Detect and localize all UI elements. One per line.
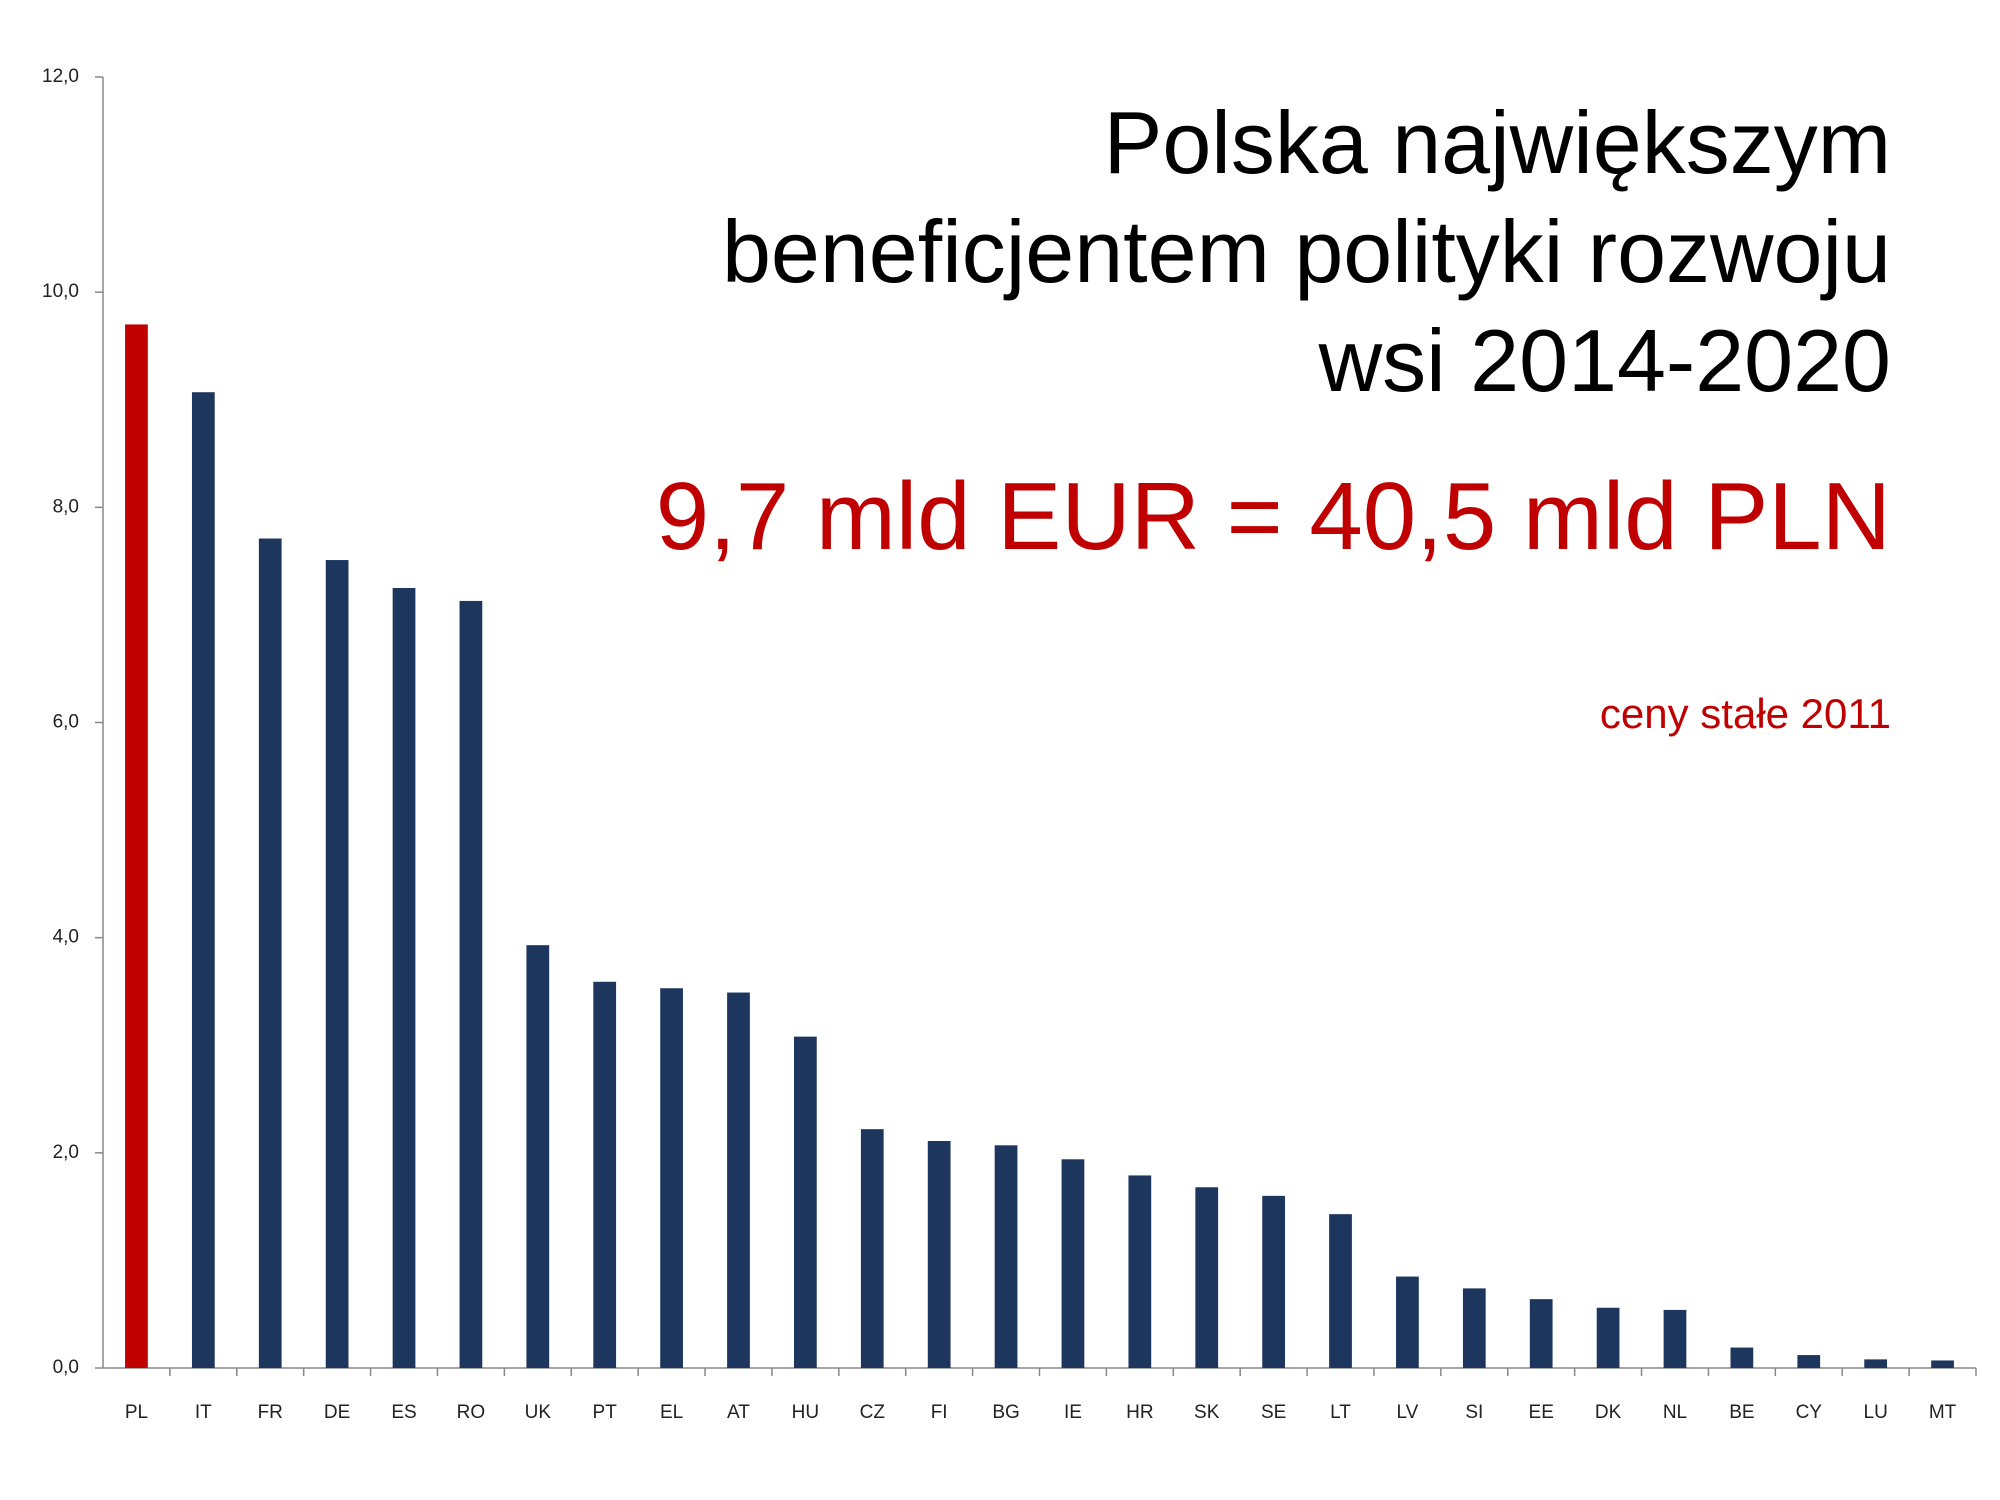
bar — [1864, 1359, 1888, 1368]
bar — [526, 945, 550, 1368]
x-tick-label: FR — [258, 1402, 283, 1423]
x-tick-label: IE — [1064, 1402, 1082, 1423]
x-tick-label: LU — [1864, 1402, 1888, 1423]
y-tick-label: 6,0 — [53, 712, 79, 733]
x-tick-label: NL — [1663, 1402, 1687, 1423]
bar — [1195, 1187, 1219, 1368]
bar — [1730, 1347, 1754, 1368]
chart-subtitle: 9,7 mld EUR = 40,5 mld PLN — [656, 463, 1891, 570]
x-tick-label: SE — [1261, 1402, 1286, 1423]
bar — [1529, 1299, 1553, 1368]
bar — [1797, 1355, 1821, 1368]
x-tick-label: DE — [324, 1402, 350, 1423]
y-tick-label: 8,0 — [53, 496, 79, 517]
x-tick-label: CY — [1796, 1402, 1823, 1423]
x-tick-label: SK — [1194, 1402, 1220, 1423]
x-tick-label: PL — [125, 1402, 148, 1423]
bar — [1329, 1214, 1352, 1368]
y-tick-label: 10,0 — [42, 281, 79, 302]
bar — [1663, 1309, 1687, 1368]
y-tick-label: 12,0 — [42, 66, 79, 87]
bar — [1931, 1360, 1954, 1368]
bar — [191, 392, 215, 1368]
x-tick-label: FI — [931, 1402, 948, 1423]
x-tick-label: CZ — [860, 1402, 886, 1423]
x-tick-label: EL — [660, 1402, 683, 1423]
bar — [593, 981, 617, 1368]
x-tick-label: SI — [1465, 1402, 1483, 1423]
bar — [1262, 1195, 1285, 1368]
chart-title-line: Polska największym — [1104, 93, 1891, 192]
y-tick-label: 0,0 — [53, 1357, 79, 1378]
bar — [1596, 1307, 1620, 1368]
bar — [1462, 1288, 1486, 1368]
bar — [860, 1129, 884, 1368]
chart-title-line: wsi 2014-2020 — [1318, 311, 1891, 410]
x-tick-label: AT — [727, 1402, 750, 1423]
x-tick-label: DK — [1595, 1402, 1622, 1423]
chart-title-line: beneficjentem polityki rozwoju — [722, 202, 1891, 301]
x-tick-label: LV — [1396, 1402, 1418, 1423]
x-tick-label: PT — [593, 1402, 618, 1423]
bar — [727, 992, 750, 1368]
x-tick-label: IT — [195, 1402, 212, 1423]
y-tick-label: 4,0 — [53, 927, 79, 948]
bar — [125, 324, 148, 1369]
bar — [927, 1140, 951, 1368]
x-tick-label: RO — [457, 1402, 486, 1423]
bar — [1396, 1276, 1419, 1368]
y-tick-label: 2,0 — [53, 1142, 79, 1163]
x-tick-label: MT — [1929, 1402, 1957, 1423]
x-tick-label: UK — [525, 1402, 552, 1423]
x-tick-label: BE — [1729, 1402, 1754, 1423]
bar — [794, 1036, 817, 1368]
bar — [258, 538, 282, 1368]
bar — [660, 988, 683, 1368]
x-tick-label: EE — [1529, 1402, 1554, 1423]
x-tick-label: BG — [992, 1402, 1019, 1423]
x-tick-label: ES — [391, 1402, 416, 1423]
x-tick-label: LT — [1330, 1402, 1351, 1423]
bar — [459, 600, 483, 1368]
bar — [1061, 1159, 1085, 1368]
annotation: ceny stałe 2011 — [1600, 690, 1891, 737]
bar — [325, 560, 349, 1368]
bar — [1128, 1175, 1152, 1368]
x-tick-label: HU — [792, 1402, 819, 1423]
x-tick-label: HR — [1126, 1402, 1153, 1423]
bar — [392, 588, 416, 1368]
bar — [994, 1145, 1018, 1368]
